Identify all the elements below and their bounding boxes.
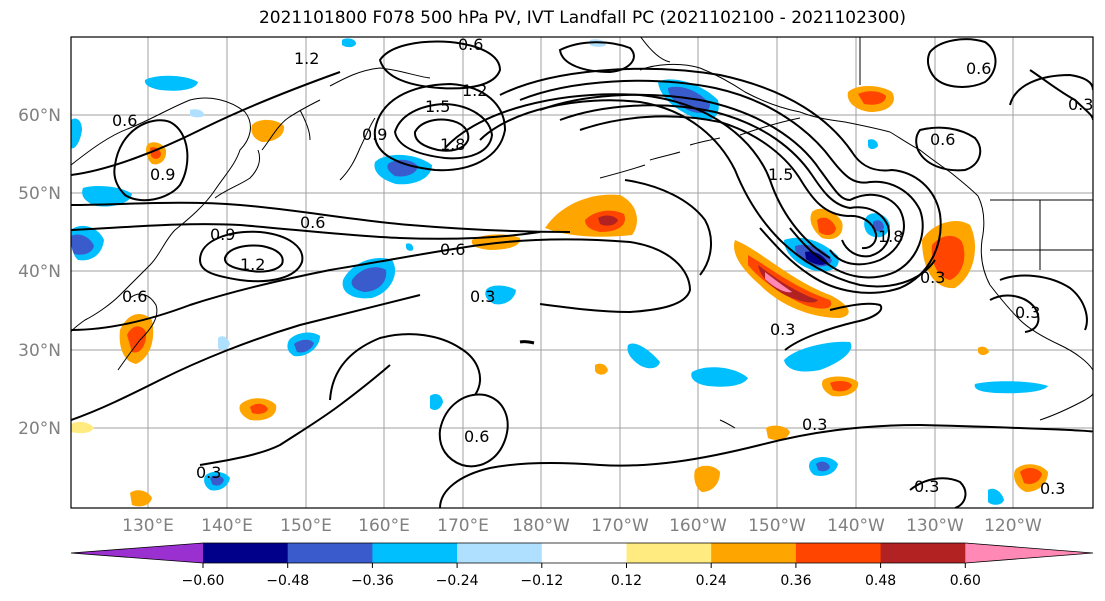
lat-label: 20°N [18,419,61,439]
map-frame [70,36,1094,509]
contour-label: 0.3 [1068,95,1093,114]
lon-label: 140°E [201,516,253,536]
coastlines [71,37,1093,429]
lon-label: 130°E [122,516,174,536]
lon-label: 180°W [512,516,570,536]
lon-label: 160°W [669,516,727,536]
contour-label: 0.6 [966,59,991,78]
colorbar-label: 0.60 [950,573,981,589]
colorbar-cell [203,543,289,563]
contour-label: 1.2 [240,255,265,274]
lon-label: 150°E [280,516,332,536]
contour-label: 0.9 [362,125,387,144]
lon-label: 160°E [358,516,410,536]
contour-label: 0.3 [914,477,939,496]
contour-label: 0.3 [470,287,495,306]
lon-label: 170°E [437,516,489,536]
colorbar-label: −0.24 [436,573,479,589]
colorbar-cells [70,542,1094,564]
contour-label: 0.9 [210,225,235,244]
contour-labels: 0.6 1.2 1.5 1.8 0.9 0.6 1.2 0.9 0.6 0.9 … [112,35,1093,498]
colorbar-cell [795,543,882,563]
lon-label: 140°W [827,516,885,536]
lon-label: 170°W [591,516,649,536]
contour-label: 1.2 [294,49,319,68]
contour-label: 1.2 [462,81,487,100]
contour-label: 1.8 [878,227,903,246]
colorbar-label: 0.48 [865,573,896,589]
colorbar-label: 0.12 [611,573,642,589]
latitude-labels: 60°N 50°N 40°N 30°N 20°N [18,106,61,439]
colorbar-cell [372,543,458,563]
contour-label: 0.9 [150,165,175,184]
contour-label: 0.6 [458,35,483,54]
lon-label: 120°W [984,516,1042,536]
lat-label: 30°N [18,341,61,361]
colorbar-cell [541,543,627,563]
colorbar-extend-high [965,543,1093,563]
lon-label: 150°W [748,516,806,536]
colorbar-cell [626,543,712,563]
colorbar-cell [880,543,966,563]
contour-label: 0.3 [920,268,945,287]
contour-label: 0.3 [770,320,795,339]
pv-contours [71,38,1093,508]
contour-label: 1.8 [440,135,465,154]
colorbar-ticks [202,563,966,568]
lat-label: 40°N [18,262,61,282]
longitude-labels: 130°E 140°E 150°E 160°E 170°E 180°W 170°… [122,516,1042,536]
colorbar-labels: −0.60 −0.48 −0.36 −0.24 −0.12 0.12 0.24 0.36 0.4… [182,573,981,589]
colorbar-cell [457,543,543,563]
contour-label: 0.6 [300,213,325,232]
map-title: 2021101800 F078 500 hPa PV, IVT Landfall… [258,8,906,28]
colorbar-label: −0.12 [520,573,563,589]
colorbar-extend-low [71,543,203,563]
colorbar-cell [711,543,797,563]
colorbar-label: −0.60 [182,573,225,589]
contour-label: 0.3 [1015,303,1040,322]
colorbar-cell [287,543,373,563]
lat-label: 60°N [18,106,61,126]
contour-label: 1.5 [425,97,450,116]
contour-label: 0.6 [112,111,137,130]
contour-label: 0.3 [1040,479,1065,498]
colorbar-label: 0.24 [696,573,727,589]
contour-label: 0.6 [122,287,147,306]
colorbar-label: −0.36 [351,573,394,589]
lon-label: 130°W [906,516,964,536]
colorbar-label: −0.48 [266,573,309,589]
contour-label: 0.6 [930,130,955,149]
colorbar: −0.60 −0.48 −0.36 −0.24 −0.12 0.12 0.24 0.36 0.4… [70,542,1094,589]
colorbar-label: 0.36 [780,573,811,589]
contour-label: 1.5 [768,165,793,184]
contour-label: 0.6 [440,240,465,259]
contour-label: 0.3 [196,463,221,482]
contour-label: 0.3 [802,415,827,434]
contour-label: 0.6 [464,427,489,446]
lat-label: 50°N [18,184,61,204]
